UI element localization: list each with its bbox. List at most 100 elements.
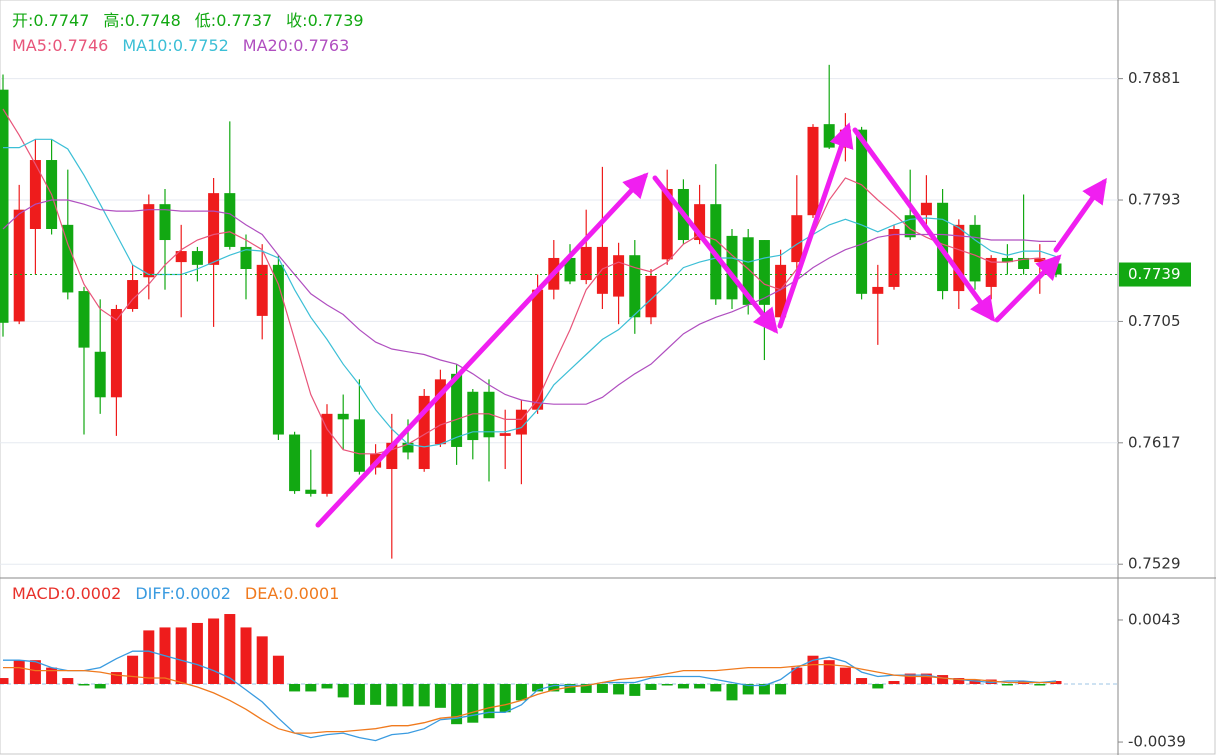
macd-bar [353,683,365,705]
macd-bar [256,636,268,684]
macd-bar [143,630,155,684]
candle-body [13,209,25,322]
candle-body [418,395,430,470]
candle-body [386,442,398,470]
legend-value: 0.0001 [283,584,339,603]
candle-body [499,433,511,436]
arrow [852,127,995,323]
macd-bar [645,683,657,690]
macd-bar [710,683,722,692]
legend-label: 收: [286,11,307,30]
macd-bar [758,683,770,695]
macd-bar [272,655,284,684]
y-tick-label: -0.0039 [1128,733,1186,751]
macd-bar [208,618,220,684]
candle-body [888,228,900,287]
candle-body [904,215,916,238]
candle-body [208,193,220,265]
candle-body [483,391,495,438]
macd-bar [418,683,430,707]
macd-bar [191,622,203,684]
macd-bar [467,683,479,723]
legend-value: 0.7739 [308,11,364,30]
candle-body [256,264,268,316]
macd-bar [483,683,495,719]
macd-bar [1001,683,1013,686]
candle-body [920,202,932,216]
arrow [315,172,649,528]
candle-body [742,237,754,305]
arrow [652,175,779,334]
legend-label: DEA: [245,584,283,603]
legend-value: 0.0002 [175,584,231,603]
legend-value: 0.7747 [33,11,89,30]
candle-body [29,160,41,229]
candle-body [0,89,9,323]
macd-bar [580,683,592,693]
macd-bar [402,683,414,707]
macd-bar [661,683,673,686]
arrow [1053,177,1107,253]
candle-body [191,251,203,265]
macd-bar [694,683,706,689]
candle-body [321,413,333,494]
legend-label: MACD: [12,584,65,603]
candle-body [985,257,997,287]
candle-body [402,442,414,453]
macd-bar [532,683,544,692]
candle-body [78,291,90,348]
candle-body [791,215,803,263]
macd-bar [742,683,754,695]
plot-layer: 0.75290.76170.77050.77930.78810.7739开:0.… [0,11,1191,751]
macd-bar [110,672,122,684]
candle-body [159,204,171,241]
candle-body [467,391,479,441]
candle-body [856,129,868,294]
candle-body [629,255,641,318]
candle-body [337,413,349,420]
legend-value: 0.7746 [52,36,108,55]
macd-bar [499,683,511,713]
candle-body [434,379,446,445]
macd-bar [337,683,349,698]
candle-body [175,251,187,263]
macd-bar [920,673,932,684]
macd-bar [937,675,949,684]
macd-bar [564,683,576,693]
ma-line [2,108,1057,455]
legend-value: 0.7752 [173,36,229,55]
macd-bar [224,614,236,684]
legend-label: MA5: [12,36,52,55]
macd-bar [888,681,900,684]
candle-body [661,188,673,260]
candle-body [969,224,981,282]
ma-line [3,138,1057,448]
y-tick-label: 0.7793 [1128,191,1181,209]
macd-bar [872,683,884,689]
candle-body [872,286,884,294]
macd-bar [953,678,965,684]
macd-bar [451,683,463,725]
macd-bar [321,683,333,689]
legend-label: 低: [195,11,216,30]
candle-body [289,434,301,492]
candle-body [613,255,625,297]
candle-body [823,124,835,148]
macd-bar [0,678,9,684]
macd-bar [240,627,252,684]
candle-body [645,275,657,318]
macd-bar [629,683,641,696]
candle-body [143,204,155,278]
candle-body [758,240,770,305]
legend: MA5:0.7746 MA10:0.7752 MA20:0.7763 [12,36,349,55]
candle-body [1018,257,1030,269]
candle-body [953,224,965,292]
candle-body [807,126,819,216]
macd-bar [386,683,398,707]
macd-bar [434,683,446,708]
candle-body [726,235,738,300]
candle-body [127,280,139,310]
macd-bar [677,683,689,689]
candle-body [94,351,106,398]
